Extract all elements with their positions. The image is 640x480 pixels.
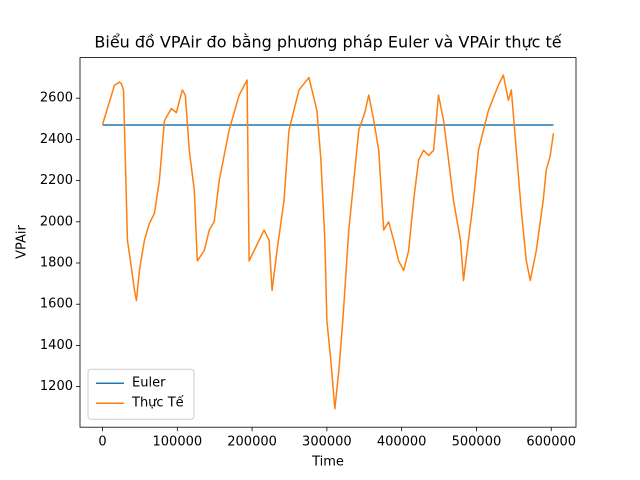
x-tick-label: 100000 — [153, 435, 203, 450]
legend: Euler Thực Tế — [87, 368, 195, 420]
legend-label: Thực Tế — [131, 396, 184, 411]
legend-label: Euler — [132, 376, 166, 391]
y-tick-label: 1200 — [40, 379, 73, 394]
x-tick-label: 600000 — [526, 435, 576, 450]
legend-box — [87, 368, 195, 420]
y-tick-label: 2200 — [40, 173, 73, 188]
y-axis-label: VPAir — [15, 224, 30, 258]
plot-frame — [79, 57, 577, 428]
y-tick-label: 2400 — [40, 132, 73, 147]
data-line — [101, 74, 555, 410]
x-tick-label: 0 — [98, 435, 106, 450]
x-tick-label: 200000 — [227, 435, 277, 450]
x-tick-label: 300000 — [302, 435, 352, 450]
x-tick-label: 500000 — [452, 435, 502, 450]
x-axis-label: Time — [311, 455, 344, 470]
y-tick-label: 2000 — [40, 214, 73, 229]
y-tick-label: 1800 — [40, 256, 73, 271]
chart-title: Biểu đồ VPAir đo bằng phương pháp Euler … — [94, 33, 561, 52]
y-tick-label: 1400 — [40, 338, 73, 353]
x-tick-label: 400000 — [377, 435, 427, 450]
y-tick-label: 2600 — [40, 91, 73, 106]
y-tick-label: 1600 — [40, 297, 73, 312]
